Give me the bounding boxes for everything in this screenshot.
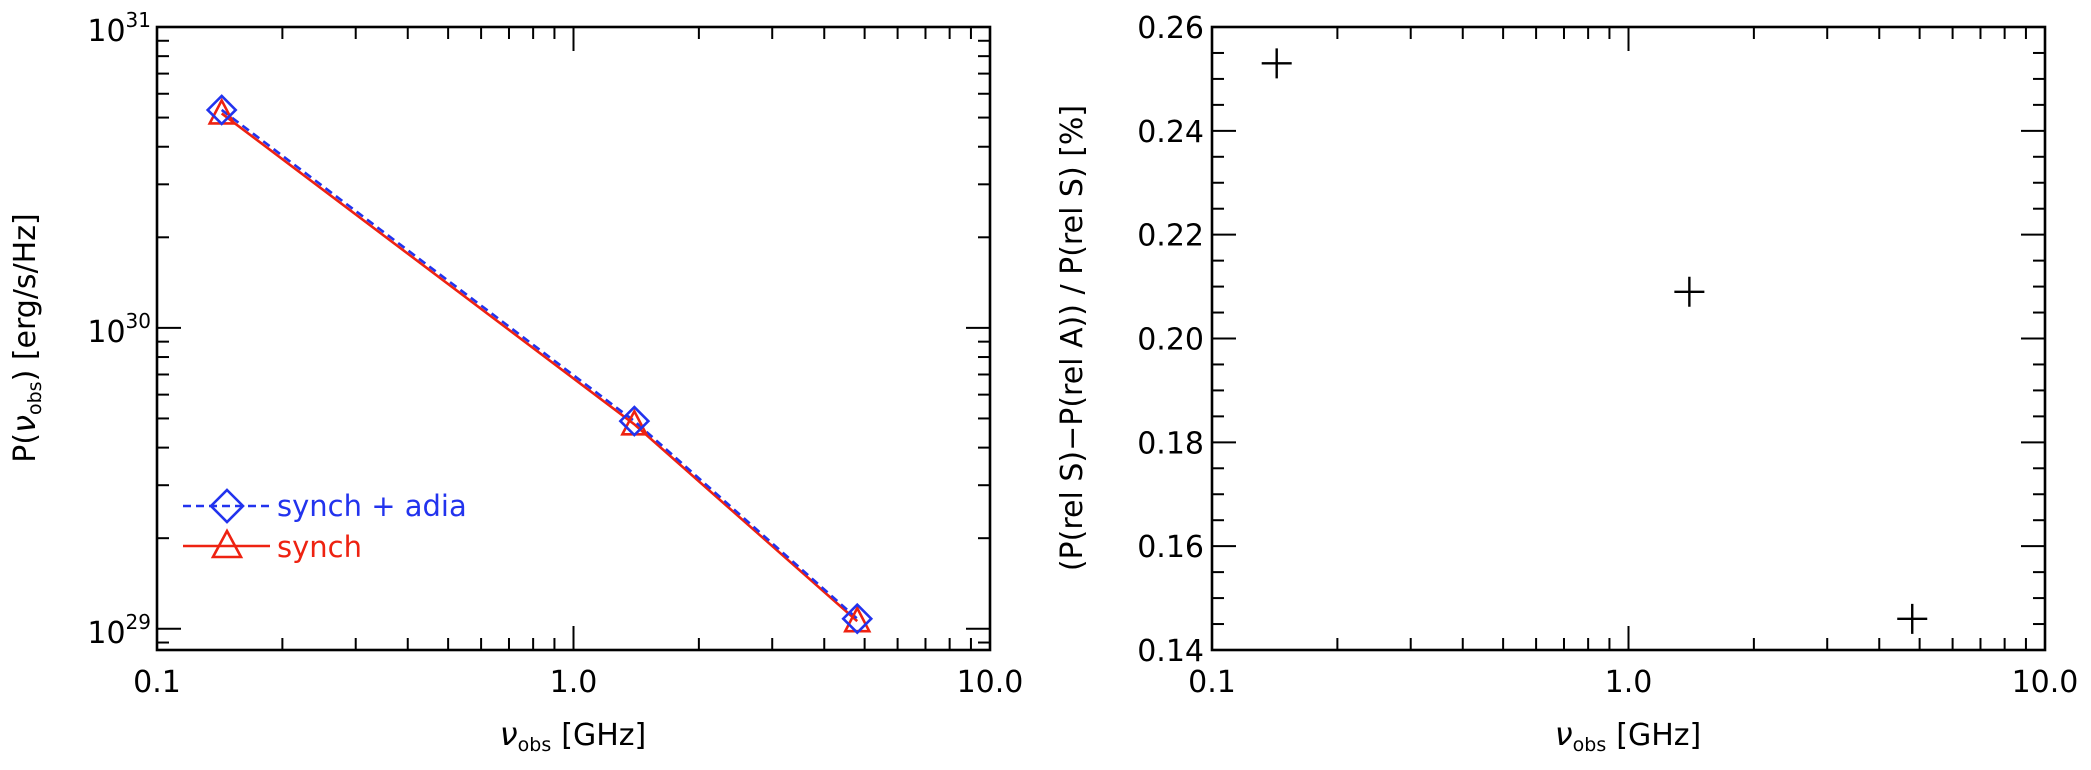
data-point bbox=[1261, 48, 1292, 79]
x-tick-label: 0.1 bbox=[133, 665, 181, 700]
y-tick-label: 1031 bbox=[87, 8, 151, 49]
y-tick-label: 0.24 bbox=[1137, 115, 1204, 150]
legend: synch + adia synch bbox=[183, 488, 467, 564]
tick-base: 10 bbox=[87, 14, 125, 49]
y-axis-label: P(νobs) [erg/s/Hz] bbox=[5, 213, 46, 462]
series-line-synch-adia bbox=[220, 108, 859, 620]
x-tick-label: 10.0 bbox=[957, 665, 1024, 700]
y-tick-label: 1030 bbox=[87, 309, 151, 350]
x-axis-label: νobs [GHz] bbox=[1555, 715, 1701, 756]
spectrum-panel: 0.1 1.0 10.0 1029 1030 1031 νobs [GHz] P(… bbox=[5, 8, 1023, 756]
data-point bbox=[1897, 603, 1928, 634]
data-point-synch-adia bbox=[618, 405, 651, 437]
x-tick-label: 0.1 bbox=[1188, 665, 1236, 700]
major-ticks bbox=[1211, 26, 2046, 651]
x-tick-label: 10.0 bbox=[2012, 665, 2079, 700]
plot-frame bbox=[155, 25, 992, 652]
series-layer bbox=[1261, 48, 1928, 634]
minor-ticks bbox=[157, 27, 990, 650]
legend-marker-diamond bbox=[209, 488, 245, 524]
series-layer bbox=[205, 94, 874, 635]
legend-marker-triangle bbox=[210, 528, 244, 559]
y-tick-label: 0.20 bbox=[1137, 323, 1204, 358]
tick-base: 10 bbox=[87, 315, 125, 350]
y-tick-label: 0.14 bbox=[1137, 634, 1204, 669]
x-axis-label: νobs [GHz] bbox=[500, 715, 646, 756]
data-point-synch-adia bbox=[205, 94, 238, 126]
tick-exponent: 29 bbox=[126, 610, 151, 634]
tick-exponent: 30 bbox=[126, 309, 151, 333]
legend-label-synch-adia: synch + adia bbox=[277, 489, 467, 523]
y-tick-label: 1029 bbox=[87, 610, 151, 651]
x-tick-label: 1.0 bbox=[550, 665, 598, 700]
minor-ticks bbox=[1212, 27, 2045, 650]
difference-panel: 0.1 1.0 10.0 0.14 0.16 0.18 0.20 0.22 0.… bbox=[1055, 11, 2078, 756]
y-tick-label: 0.18 bbox=[1137, 426, 1204, 461]
data-point-synch-adia bbox=[841, 602, 874, 635]
data-point bbox=[1674, 276, 1705, 307]
legend-label-synch: synch bbox=[277, 530, 362, 564]
y-tick-label: 0.26 bbox=[1137, 11, 1204, 46]
y-axis-label: (P(rel S)−P(rel A)) / P(rel S) [%] bbox=[1055, 105, 1090, 571]
series-line-synch bbox=[220, 112, 859, 623]
y-tick-label: 0.16 bbox=[1137, 530, 1204, 565]
tick-exponent: 31 bbox=[126, 8, 151, 32]
x-tick-label: 1.0 bbox=[1605, 665, 1653, 700]
tick-base: 10 bbox=[87, 616, 125, 651]
plot-frame bbox=[1210, 25, 2047, 652]
y-tick-label: 0.22 bbox=[1137, 219, 1204, 254]
